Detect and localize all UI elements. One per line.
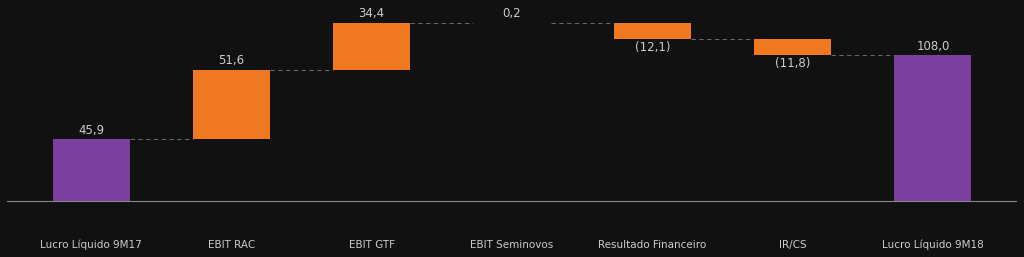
Text: (11,8): (11,8) bbox=[775, 57, 810, 70]
Bar bbox=[613, 23, 691, 39]
Text: 34,4: 34,4 bbox=[358, 7, 385, 20]
Bar bbox=[193, 70, 270, 139]
Text: 0,2: 0,2 bbox=[503, 7, 521, 20]
Bar bbox=[333, 23, 411, 70]
Bar bbox=[52, 139, 130, 201]
Text: 51,6: 51,6 bbox=[218, 54, 245, 67]
Bar bbox=[894, 55, 972, 201]
Bar bbox=[754, 39, 831, 55]
Text: 108,0: 108,0 bbox=[916, 40, 949, 53]
Text: (12,1): (12,1) bbox=[635, 41, 670, 54]
Text: 45,9: 45,9 bbox=[78, 124, 104, 137]
